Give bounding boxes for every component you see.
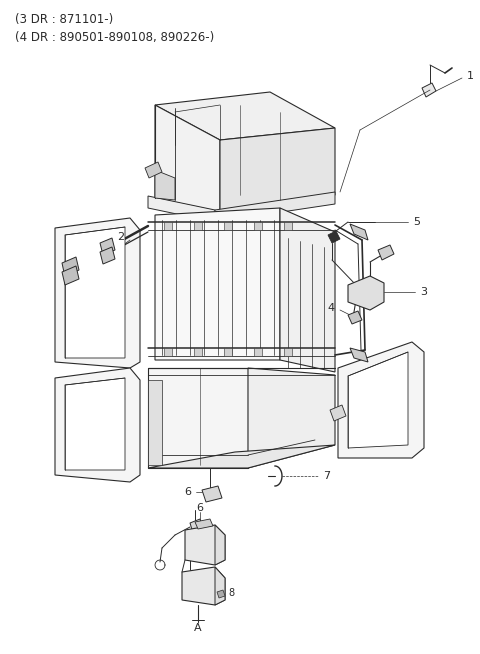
Text: 2: 2 <box>117 232 124 242</box>
Polygon shape <box>62 266 79 285</box>
Polygon shape <box>202 486 222 502</box>
Polygon shape <box>215 192 335 222</box>
Polygon shape <box>155 208 280 360</box>
Text: 1: 1 <box>467 71 474 81</box>
Polygon shape <box>148 368 248 468</box>
Polygon shape <box>348 276 384 310</box>
Text: 4: 4 <box>328 303 335 313</box>
Text: 3: 3 <box>420 287 427 297</box>
Text: (4 DR : 890501-890108, 890226-): (4 DR : 890501-890108, 890226-) <box>15 31 214 44</box>
Polygon shape <box>148 380 162 465</box>
Polygon shape <box>190 519 203 533</box>
Polygon shape <box>348 352 408 448</box>
Text: 8: 8 <box>228 588 234 598</box>
Polygon shape <box>328 231 340 243</box>
Text: 6: 6 <box>184 487 191 497</box>
Text: 6: 6 <box>196 503 204 513</box>
Polygon shape <box>220 128 335 212</box>
Polygon shape <box>164 222 172 230</box>
Polygon shape <box>224 348 232 356</box>
Polygon shape <box>100 238 115 255</box>
Polygon shape <box>348 311 362 324</box>
Polygon shape <box>155 92 335 140</box>
Text: 5: 5 <box>413 217 420 227</box>
Polygon shape <box>215 567 225 605</box>
Polygon shape <box>62 257 79 277</box>
Polygon shape <box>350 224 368 240</box>
Polygon shape <box>155 105 220 212</box>
Polygon shape <box>254 222 262 230</box>
Polygon shape <box>338 342 424 458</box>
Polygon shape <box>65 378 125 470</box>
Polygon shape <box>55 368 140 482</box>
Polygon shape <box>194 222 202 230</box>
Polygon shape <box>100 247 115 264</box>
Polygon shape <box>148 445 335 468</box>
Polygon shape <box>284 348 292 356</box>
Polygon shape <box>350 348 368 362</box>
Text: A: A <box>194 623 202 633</box>
Polygon shape <box>280 208 335 372</box>
Polygon shape <box>284 222 292 230</box>
Polygon shape <box>248 368 335 468</box>
Polygon shape <box>422 83 436 97</box>
Text: 7: 7 <box>323 471 330 481</box>
Polygon shape <box>65 227 125 358</box>
Polygon shape <box>148 196 215 222</box>
Polygon shape <box>215 525 225 565</box>
Polygon shape <box>185 525 225 565</box>
Polygon shape <box>145 162 162 178</box>
Polygon shape <box>224 222 232 230</box>
Polygon shape <box>378 245 394 260</box>
Polygon shape <box>254 348 262 356</box>
Polygon shape <box>217 590 225 598</box>
Polygon shape <box>164 348 172 356</box>
Polygon shape <box>194 348 202 356</box>
Polygon shape <box>155 170 175 200</box>
Polygon shape <box>330 405 346 421</box>
Polygon shape <box>55 218 140 368</box>
Polygon shape <box>182 567 225 605</box>
Polygon shape <box>195 519 213 529</box>
Text: (3 DR : 871101-): (3 DR : 871101-) <box>15 14 113 27</box>
